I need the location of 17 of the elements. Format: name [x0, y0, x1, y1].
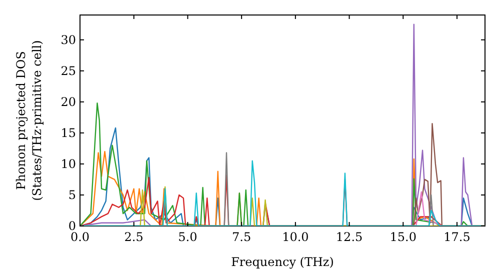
y-axis-title: Phonon projected DOS (States/THz·primitive cell)	[14, 40, 44, 201]
y-tick-label: 10	[60, 156, 76, 171]
x-tick-label: 12.5	[336, 230, 363, 244]
x-tick-label: 7.5	[232, 230, 252, 244]
x-tick-label: 5.0	[178, 230, 198, 244]
y-tick-label: 30	[60, 32, 76, 47]
y-tick-label: 0	[68, 219, 76, 233]
x-tick-label: 17.5	[444, 230, 470, 244]
x-axis-title: Frequency (THz)	[231, 255, 334, 269]
x-tick-label: 15.0	[390, 230, 416, 244]
y-tick-label: 15	[60, 126, 76, 140]
x-tick-label: 2.5	[124, 230, 144, 244]
x-tick-label: 10.0	[282, 230, 309, 244]
y-tick-label: 25	[60, 64, 76, 78]
x-tick-label: 0.0	[70, 230, 90, 244]
y-tick-label: 5	[68, 188, 76, 202]
y-tick-label: 20	[60, 94, 76, 109]
